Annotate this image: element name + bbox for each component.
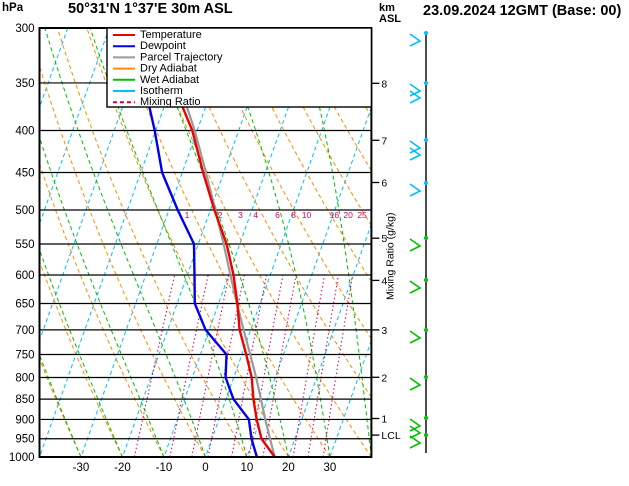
svg-text:1000: 1000 [9,452,35,464]
svg-text:-30: -30 [73,462,90,474]
svg-text:Mixing Ratio: Mixing Ratio [140,96,201,108]
svg-text:Temperature: Temperature [140,29,202,41]
svg-text:6: 6 [275,210,280,220]
svg-text:3: 3 [381,325,387,337]
svg-text:10: 10 [302,210,312,220]
svg-text:850: 850 [15,394,34,406]
svg-text:600: 600 [15,270,34,282]
svg-text:-20: -20 [114,462,131,474]
svg-text:2: 2 [381,372,387,384]
svg-text:0: 0 [202,462,208,474]
svg-text:350: 350 [15,78,34,90]
svg-text:50°31'N 1°37'E 30m ASL: 50°31'N 1°37'E 30m ASL [68,1,233,17]
svg-text:25: 25 [357,210,367,220]
svg-text:16: 16 [330,210,340,220]
svg-text:400: 400 [15,126,34,138]
svg-text:6: 6 [381,178,387,190]
svg-text:Isotherm: Isotherm [140,85,183,97]
svg-text:700: 700 [15,325,34,337]
svg-text:Parcel Trajectory: Parcel Trajectory [140,51,223,63]
svg-text:450: 450 [15,167,34,179]
svg-text:2: 2 [218,210,223,220]
svg-text:LCL: LCL [381,430,400,442]
svg-text:1: 1 [381,414,387,426]
svg-text:8: 8 [381,78,387,90]
svg-text:Dry Adiabat: Dry Adiabat [140,63,197,75]
svg-text:8: 8 [291,210,296,220]
svg-text:20: 20 [282,462,295,474]
svg-text:750: 750 [15,349,34,361]
svg-text:30: 30 [324,462,337,474]
svg-text:550: 550 [15,239,34,251]
svg-text:Mixing Ratio (g/kg): Mixing Ratio (g/kg) [384,212,396,300]
svg-text:20: 20 [343,210,353,220]
svg-text:950: 950 [15,434,34,446]
svg-text:-10: -10 [156,462,173,474]
svg-text:800: 800 [15,372,34,384]
svg-text:650: 650 [15,299,34,311]
svg-text:7: 7 [381,135,387,147]
svg-text:500: 500 [15,205,34,217]
svg-text:300: 300 [15,23,34,35]
svg-text:1: 1 [185,210,190,220]
svg-text:10: 10 [241,462,254,474]
svg-text:4: 4 [253,210,258,220]
svg-text:Wet Adiabat: Wet Adiabat [140,74,199,86]
svg-text:23.09.2024 12GMT (Base: 00): 23.09.2024 12GMT (Base: 00) [423,3,621,19]
svg-text:hPa: hPa [2,2,24,14]
svg-text:Dewpoint: Dewpoint [140,40,186,52]
svg-text:ASL: ASL [379,13,401,25]
svg-text:900: 900 [15,414,34,426]
svg-text:3: 3 [238,210,243,220]
